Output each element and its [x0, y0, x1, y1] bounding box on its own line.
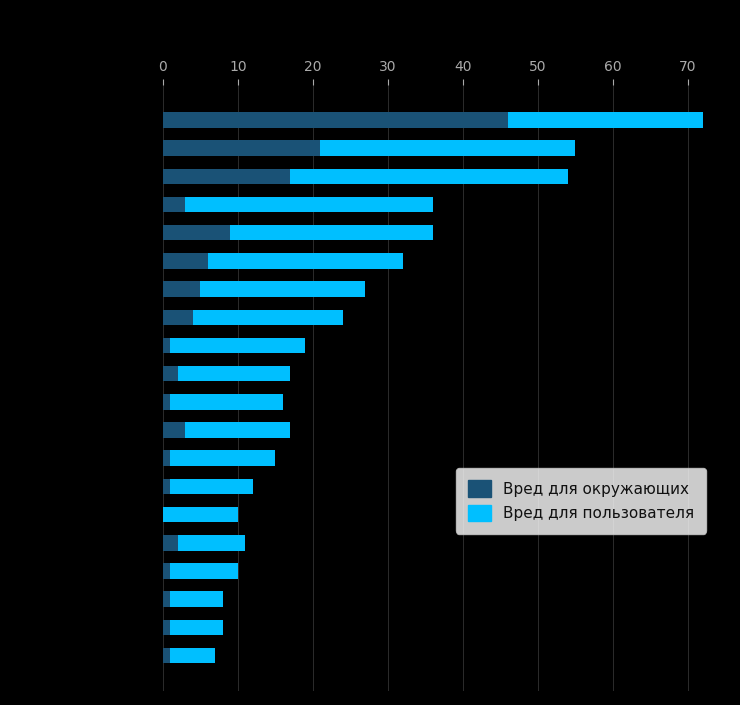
- Bar: [290, 168, 568, 184]
- Bar: [163, 648, 170, 663]
- Bar: [163, 422, 185, 438]
- Bar: [185, 422, 290, 438]
- Bar: [508, 112, 703, 128]
- Bar: [230, 225, 433, 240]
- Bar: [170, 648, 215, 663]
- Bar: [170, 479, 253, 494]
- Bar: [170, 450, 275, 466]
- Bar: [163, 394, 170, 410]
- Bar: [163, 140, 320, 156]
- Bar: [163, 225, 230, 240]
- Bar: [163, 168, 290, 184]
- Bar: [201, 281, 366, 297]
- Bar: [163, 253, 208, 269]
- Bar: [163, 366, 178, 381]
- Bar: [163, 563, 170, 579]
- Bar: [170, 394, 283, 410]
- Bar: [185, 197, 433, 212]
- Bar: [163, 507, 238, 522]
- Bar: [320, 140, 575, 156]
- Bar: [163, 591, 170, 607]
- Bar: [163, 450, 170, 466]
- Bar: [163, 309, 193, 325]
- Bar: [163, 620, 170, 635]
- Bar: [178, 535, 245, 551]
- Legend: Вред для окружающих, Вред для пользователя: Вред для окружающих, Вред для пользовате…: [456, 468, 706, 534]
- Bar: [208, 253, 403, 269]
- Bar: [170, 563, 238, 579]
- Bar: [170, 591, 223, 607]
- Bar: [193, 309, 343, 325]
- Bar: [163, 338, 170, 353]
- Bar: [163, 112, 508, 128]
- Bar: [163, 281, 201, 297]
- Bar: [163, 535, 178, 551]
- Bar: [163, 197, 185, 212]
- Bar: [163, 479, 170, 494]
- Bar: [178, 366, 290, 381]
- Bar: [170, 338, 306, 353]
- Bar: [170, 620, 223, 635]
